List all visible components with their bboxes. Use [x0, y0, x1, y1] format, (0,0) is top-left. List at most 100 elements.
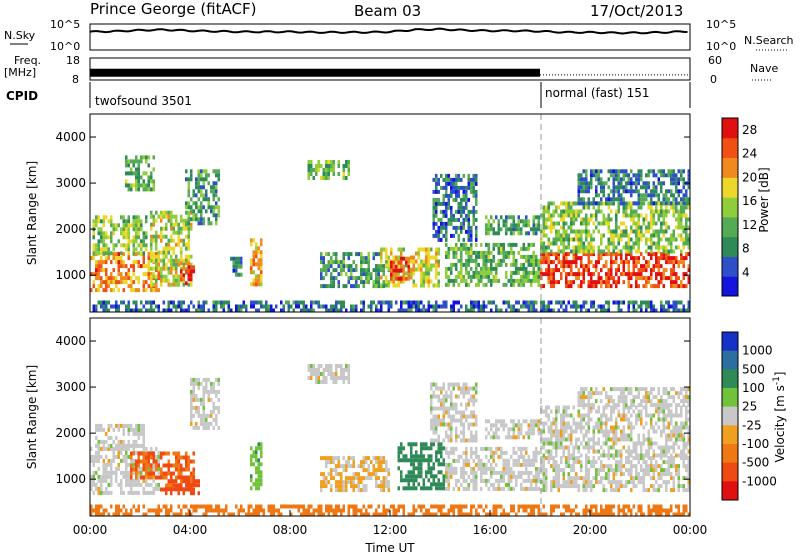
- echo-cell: [437, 470, 440, 475]
- echo-cell: [647, 276, 650, 281]
- echo-cell: [585, 181, 588, 186]
- echo-cell: [452, 254, 455, 259]
- echo-cell: [377, 272, 380, 277]
- echo-cell: [462, 390, 465, 395]
- echo-cell: [212, 409, 215, 414]
- echo-cell: [390, 247, 393, 252]
- echo-cell: [362, 300, 365, 305]
- echo-cell: [635, 464, 638, 469]
- echo-cell: [215, 169, 218, 174]
- echo-cell: [417, 255, 420, 260]
- echo-cell: [400, 260, 403, 265]
- echo-cell: [577, 189, 580, 194]
- echo-cell: [627, 272, 630, 277]
- echo-cell: [600, 268, 603, 273]
- echo-cell: [222, 300, 225, 305]
- echo-cell: [202, 377, 205, 382]
- echo-cell: [660, 229, 663, 234]
- echo-cell: [130, 423, 133, 428]
- echo-cell: [477, 304, 480, 309]
- echo-cell: [100, 482, 103, 487]
- echo-cell: [137, 260, 140, 265]
- echo-cell: [142, 155, 145, 160]
- echo-cell: [135, 167, 138, 172]
- echo-cell: [540, 268, 543, 273]
- echo-cell: [487, 219, 490, 224]
- echo-cell: [485, 462, 488, 467]
- echo-cell: [605, 308, 608, 313]
- echo-cell: [380, 308, 383, 313]
- echo-cell: [547, 280, 550, 285]
- echo-cell: [150, 467, 153, 472]
- echo-cell: [115, 423, 118, 428]
- echo-cell: [327, 252, 330, 257]
- echo-cell: [675, 304, 678, 309]
- echo-cell: [480, 242, 483, 247]
- echo-cell: [227, 304, 230, 309]
- echo-cell: [142, 431, 145, 436]
- echo-cell: [490, 223, 493, 228]
- echo-cell: [627, 468, 630, 473]
- echo-cell: [475, 282, 478, 287]
- echo-cell: [455, 197, 458, 202]
- echo-cell: [487, 300, 490, 305]
- echo-cell: [677, 209, 680, 214]
- echo-cell: [205, 389, 208, 394]
- echo-cell: [167, 218, 170, 223]
- echo-cell: [662, 201, 665, 206]
- echo-cell: [592, 264, 595, 269]
- echo-cell: [405, 486, 408, 491]
- echo-cell: [625, 484, 628, 489]
- echo-cell: [430, 470, 433, 475]
- echo-cell: [215, 185, 218, 190]
- echo-cell: [187, 483, 190, 488]
- echo-cell: [147, 459, 150, 464]
- echo-cell: [500, 262, 503, 267]
- echo-cell: [102, 490, 105, 495]
- echo-cell: [152, 466, 155, 471]
- echo-cell: [260, 262, 263, 267]
- echo-cell: [380, 464, 383, 469]
- echo-cell: [362, 280, 365, 285]
- echo-cell: [442, 446, 445, 451]
- echo-cell: [520, 278, 523, 283]
- echo-cell: [347, 164, 350, 168]
- echo-cell: [627, 260, 630, 265]
- echo-cell: [680, 197, 683, 202]
- echo-cell: [317, 168, 320, 172]
- echo-cell: [440, 454, 443, 459]
- echo-cell: [402, 478, 405, 483]
- echo-cell: [205, 381, 208, 386]
- echo-cell: [467, 225, 470, 230]
- echo-cell: [197, 397, 200, 402]
- echo-cell: [357, 472, 360, 477]
- echo-cell: [162, 266, 165, 271]
- echo-cell: [572, 272, 575, 277]
- echo-cell: [427, 446, 430, 451]
- echo-cell: [110, 466, 113, 471]
- echo-cell: [592, 249, 595, 254]
- echo-cell: [555, 460, 558, 465]
- echo-cell: [170, 300, 173, 305]
- echo-cell: [502, 470, 505, 475]
- echo-cell: [470, 250, 473, 255]
- echo-cell: [382, 284, 385, 289]
- echo-cell: [482, 466, 485, 471]
- echo-cell: [365, 280, 368, 285]
- echo-cell: [612, 456, 615, 461]
- echo-cell: [517, 458, 520, 463]
- echo-cell: [462, 426, 465, 431]
- echo-cell: [515, 266, 518, 271]
- echo-cell: [510, 454, 513, 459]
- echo-cell: [90, 474, 93, 479]
- echo-cell: [432, 225, 435, 230]
- echo-cell: [590, 181, 593, 186]
- echo-cell: [412, 255, 415, 260]
- echo-cell: [450, 270, 453, 275]
- echo-cell: [575, 233, 578, 238]
- echo-cell: [625, 185, 628, 190]
- echo-cell: [202, 389, 205, 394]
- echo-cell: [417, 466, 420, 471]
- echo-cell: [547, 260, 550, 265]
- echo-cell: [580, 460, 583, 465]
